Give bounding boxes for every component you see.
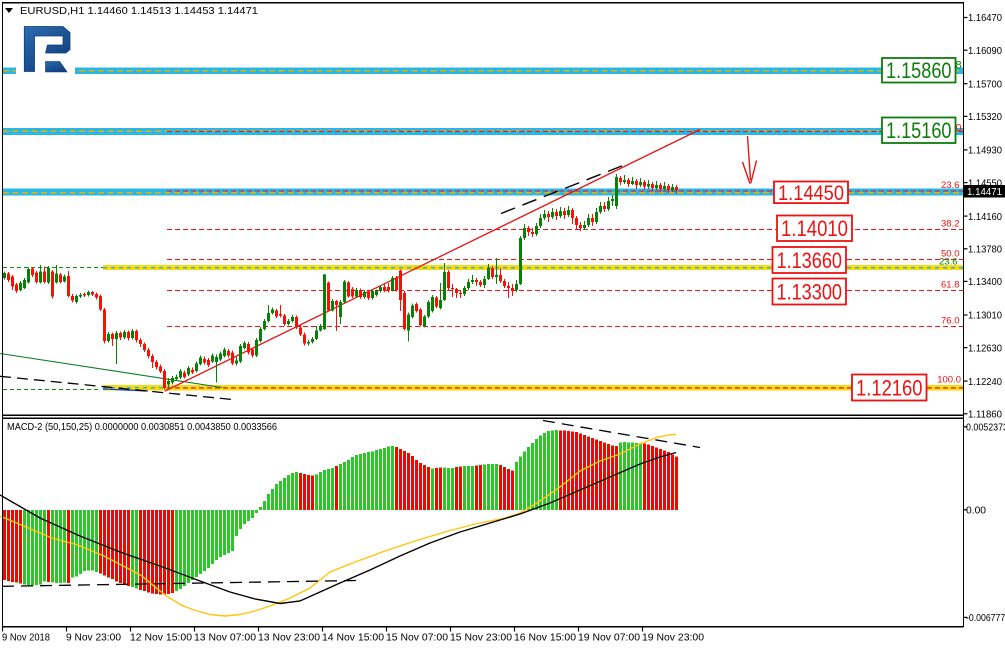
- svg-text:0: 0: [956, 123, 962, 135]
- svg-text:-0.0067777: -0.0067777: [966, 612, 1005, 624]
- svg-text:1.13010: 1.13010: [968, 310, 1002, 322]
- svg-text:EURUSD,H1 1.14460 1.14513 1.1: EURUSD,H1 1.14460 1.14513 1.14453 1.1447…: [20, 5, 258, 17]
- svg-text:1.14160: 1.14160: [968, 211, 1002, 223]
- svg-text:13 Nov 07:00: 13 Nov 07:00: [194, 632, 256, 644]
- svg-text:1.12160: 1.12160: [856, 375, 923, 400]
- svg-text:0.00: 0.00: [966, 505, 986, 517]
- svg-text:1.14450: 1.14450: [778, 182, 844, 205]
- svg-text:MACD-2 (50,150,25) 0.0000000 0: MACD-2 (50,150,25) 0.0000000 0.0030851 0…: [7, 421, 277, 433]
- svg-text:16 Nov 15:00: 16 Nov 15:00: [514, 632, 576, 644]
- svg-text:1.16470: 1.16470: [968, 12, 1002, 24]
- svg-text:9 Nov 23:00: 9 Nov 23:00: [66, 632, 121, 644]
- svg-text:15 Nov 23:00: 15 Nov 23:00: [450, 632, 512, 644]
- svg-text:19 Nov 23:00: 19 Nov 23:00: [642, 632, 704, 644]
- svg-text:23.6: 23.6: [939, 257, 958, 268]
- svg-text:1.14930: 1.14930: [968, 145, 1002, 157]
- svg-text:1.12630: 1.12630: [968, 342, 1002, 354]
- svg-text:9 Nov 2018: 9 Nov 2018: [2, 632, 50, 644]
- svg-text:23.6: 23.6: [941, 180, 960, 191]
- svg-text:1.13780: 1.13780: [968, 244, 1002, 256]
- svg-text:1.15860: 1.15860: [886, 58, 952, 83]
- svg-text:1.12240: 1.12240: [968, 376, 1002, 388]
- svg-text:0.0052373: 0.0052373: [966, 422, 1005, 434]
- svg-text:13 Nov 23:00: 13 Nov 23:00: [258, 632, 320, 644]
- svg-text:1.16090: 1.16090: [968, 45, 1002, 57]
- svg-text:1.11860: 1.11860: [968, 409, 1002, 421]
- svg-text:61.8: 61.8: [941, 280, 960, 291]
- svg-text:19 Nov 07:00: 19 Nov 07:00: [578, 632, 640, 644]
- svg-text:8: 8: [956, 60, 962, 72]
- svg-text:76.0: 76.0: [941, 316, 960, 327]
- svg-text:1.13660: 1.13660: [777, 248, 843, 273]
- svg-text:12 Nov 15:00: 12 Nov 15:00: [130, 632, 192, 644]
- svg-text:15 Nov 07:00: 15 Nov 07:00: [386, 632, 448, 644]
- svg-text:1.14010: 1.14010: [781, 216, 848, 241]
- svg-text:14 Nov 15:00: 14 Nov 15:00: [322, 632, 384, 644]
- svg-text:100.0: 100.0: [937, 375, 961, 386]
- svg-text:1.13400: 1.13400: [968, 276, 1002, 288]
- svg-text:1.15320: 1.15320: [968, 111, 1002, 123]
- svg-text:38.2: 38.2: [941, 219, 960, 230]
- svg-text:1.13300: 1.13300: [777, 279, 843, 304]
- svg-text:1.15700: 1.15700: [968, 78, 1002, 90]
- svg-text:1.15160: 1.15160: [886, 118, 952, 143]
- svg-text:1.14471: 1.14471: [967, 186, 1002, 198]
